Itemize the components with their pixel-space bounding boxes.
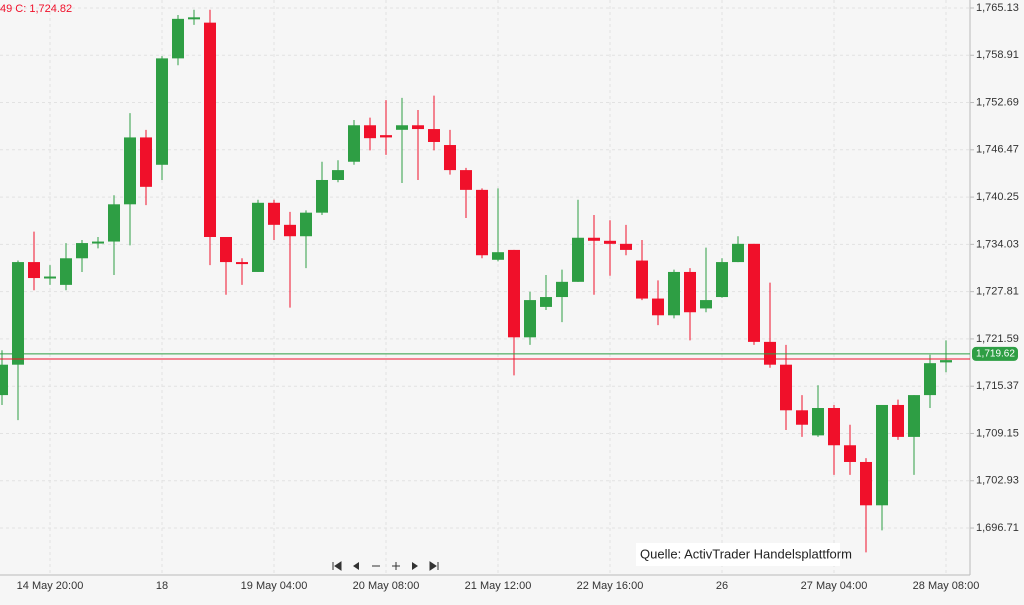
candle-body	[844, 445, 856, 462]
candle-body	[236, 262, 248, 265]
candle-body	[716, 262, 728, 298]
y-tick-label: 1,734.03	[976, 238, 1019, 250]
candle-body	[156, 58, 168, 165]
candle-body	[92, 241, 104, 244]
candle-body	[316, 179, 328, 213]
y-tick-label: 1,740.25	[976, 191, 1019, 203]
candle-body	[76, 243, 88, 259]
candles	[0, 9, 952, 553]
candle-body	[28, 262, 40, 279]
candle-body	[44, 276, 56, 279]
candle-body	[60, 258, 72, 285]
x-tick-label: 19 May 04:00	[241, 580, 308, 592]
x-tick-label: 18	[156, 580, 168, 592]
candle-body	[124, 137, 136, 205]
candle-body	[252, 202, 264, 272]
candle-body	[460, 170, 472, 190]
y-tick-label: 1,765.13	[976, 2, 1019, 14]
candle-body	[188, 17, 200, 20]
nav-zoom-in[interactable]	[392, 562, 400, 570]
x-tick-label: 26	[716, 580, 728, 592]
y-tick-label: 1,727.81	[976, 286, 1019, 298]
x-tick-label: 14 May 20:00	[17, 580, 84, 592]
candle-body	[172, 18, 184, 59]
y-tick-label: 1,715.37	[976, 380, 1019, 392]
y-tick-label: 1,746.47	[976, 144, 1019, 156]
x-tick-label: 27 May 04:00	[801, 580, 868, 592]
nav-next[interactable]	[412, 562, 418, 570]
y-tick-label: 1,721.59	[976, 333, 1019, 345]
candle-body	[300, 212, 312, 237]
candle-body	[12, 262, 24, 365]
candle-body	[380, 135, 392, 138]
candle-body	[140, 137, 152, 187]
x-tick-label: 20 May 08:00	[353, 580, 420, 592]
candle-body	[604, 240, 616, 244]
candle-body	[428, 129, 440, 142]
candle-body	[572, 237, 584, 282]
candle-body	[508, 249, 520, 338]
y-tick-label: 1,709.15	[976, 427, 1019, 439]
source-box	[636, 543, 840, 566]
candle-body	[220, 236, 232, 263]
candle-body	[540, 297, 552, 307]
x-tick-label: 21 May 12:00	[465, 580, 532, 592]
nav-first[interactable]	[332, 561, 342, 571]
candle-body	[524, 300, 536, 338]
y-tick-label: 1,696.71	[976, 522, 1019, 534]
candle-body	[684, 271, 696, 313]
candle-body	[908, 395, 920, 437]
candle-body	[780, 364, 792, 411]
candle-body	[348, 125, 360, 162]
candle-body	[444, 145, 456, 171]
candle-body	[268, 202, 280, 225]
candle-body	[476, 189, 488, 256]
nav-prev[interactable]	[353, 562, 359, 570]
candle-body	[636, 260, 648, 299]
candle-body	[620, 243, 632, 250]
candle-body	[588, 237, 600, 241]
candle-body	[876, 404, 888, 506]
candle-body	[924, 363, 936, 396]
candle-body	[732, 243, 744, 263]
candle-body	[556, 281, 568, 298]
candle-body	[108, 204, 120, 242]
nav-controls[interactable]	[332, 561, 439, 571]
y-tick-label: 1,752.69	[976, 96, 1019, 108]
candle-body	[812, 408, 824, 436]
candle-body	[668, 271, 680, 316]
candle-body	[492, 252, 504, 260]
candle-body	[940, 360, 952, 363]
candle-body	[204, 22, 216, 237]
grid	[0, 0, 970, 575]
candle-body	[748, 243, 760, 342]
candle-body	[284, 224, 296, 237]
candle-body	[652, 298, 664, 316]
candle-body	[796, 410, 808, 425]
candle-body	[892, 404, 904, 437]
price-label: 1,719.62	[976, 349, 1015, 360]
source-note: Quelle: ActivTrader Handelsplattform	[640, 546, 852, 561]
nav-last[interactable]	[429, 561, 439, 571]
candle-body	[0, 364, 8, 396]
candle-body	[860, 461, 872, 506]
candle-body	[828, 408, 840, 446]
candle-body	[764, 341, 776, 365]
x-tick-label: 28 May 08:00	[913, 580, 980, 592]
candle-body	[332, 170, 344, 180]
price-label-box	[972, 346, 1018, 361]
candle-body	[364, 125, 376, 139]
ohlc-header: 49 C: 1,724.82	[0, 3, 72, 15]
x-tick-label: 22 May 16:00	[577, 580, 644, 592]
y-tick-label: 1,702.93	[976, 475, 1019, 487]
candle-body	[396, 125, 408, 130]
candle-body	[700, 300, 712, 309]
candle-body	[412, 125, 424, 130]
y-tick-label: 1,758.91	[976, 49, 1019, 61]
